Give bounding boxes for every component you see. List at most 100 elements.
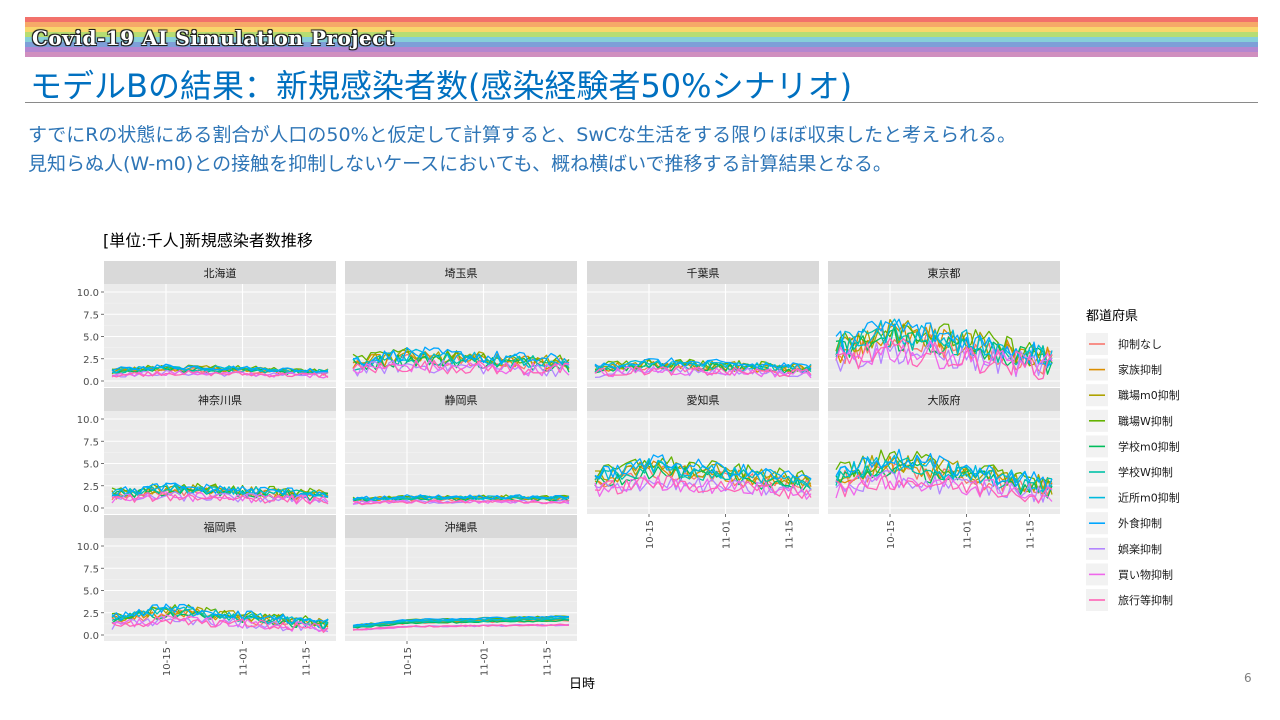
series-line — [111, 484, 329, 499]
facet-label: 沖縄県 — [445, 520, 478, 534]
facet-strip — [587, 388, 819, 411]
y-tick-label: 7.5 — [83, 310, 99, 321]
series-line — [594, 365, 812, 378]
x-tick-label: 11-15 — [1026, 520, 1037, 549]
facet-label: 静岡県 — [445, 393, 478, 407]
legend-label: 職場m0抑制 — [1118, 388, 1180, 402]
facet-strip — [104, 261, 336, 284]
series-line — [594, 464, 812, 491]
series-line — [835, 470, 1053, 503]
series-line — [352, 346, 570, 366]
facet-label: 北海道 — [204, 266, 237, 280]
series-line — [111, 606, 329, 629]
x-tick-label: 11-01 — [722, 520, 733, 549]
description-line-1: すでにRの状態にある割合が人口の50%と仮定して計算すると、SwCな生活をする限… — [28, 124, 1017, 146]
legend-label: 旅行等抑制 — [1118, 593, 1173, 607]
series-line — [835, 449, 1053, 491]
legend-label: 近所m0抑制 — [1118, 491, 1180, 505]
facet-strip — [104, 515, 336, 538]
y-tick-label: 0.0 — [83, 631, 99, 642]
title-divider — [25, 102, 1258, 103]
legend-label: 学校m0抑制 — [1118, 439, 1180, 453]
series-line — [352, 494, 570, 501]
series-line — [835, 337, 1053, 381]
series-line — [594, 357, 812, 370]
series-line — [352, 615, 570, 627]
x-tick-label: 11-01 — [480, 647, 491, 676]
rainbow-stripe — [25, 47, 1258, 52]
facet-label: 愛知県 — [687, 393, 720, 407]
facet-strip — [345, 515, 577, 538]
panel-background — [104, 538, 336, 641]
legend-label: 娯楽抑制 — [1118, 542, 1162, 556]
series-line — [111, 491, 329, 505]
y-tick-label: 10.0 — [77, 415, 99, 426]
series-line — [835, 327, 1053, 375]
legend-title: 都道府県 — [1086, 309, 1138, 324]
project-banner: Covid-19 AI Simulation Project — [32, 26, 395, 50]
panel-background — [345, 284, 577, 387]
y-tick-label: 10.0 — [77, 542, 99, 553]
series-line — [594, 454, 812, 480]
y-tick-label: 2.5 — [83, 355, 99, 366]
series-line — [352, 623, 570, 631]
facet-label: 福岡県 — [204, 520, 237, 534]
series-line — [835, 318, 1053, 367]
series-line — [594, 475, 812, 500]
facet-strip — [587, 261, 819, 284]
x-tick-label: 11-01 — [239, 647, 250, 676]
description-line-2: 見知らぬ人(W-m0)との接触を抑制しないケースにおいても、概ね横ばいで推移する… — [28, 153, 892, 175]
series-line — [835, 474, 1053, 504]
chart-title: [単位:千人]新規感染者数推移 — [103, 231, 313, 250]
series-line — [111, 491, 329, 505]
facet-label: 大阪府 — [928, 393, 961, 407]
series-line — [595, 460, 812, 486]
facet-strip — [828, 388, 1060, 411]
series-line — [352, 619, 570, 629]
x-tick-label: 10-15 — [403, 647, 414, 676]
series-line — [352, 499, 570, 506]
panel-background — [587, 411, 819, 514]
y-tick-label: 5.0 — [83, 333, 99, 344]
facet-label: 埼玉県 — [445, 266, 478, 280]
legend-label: 外食抑制 — [1118, 516, 1162, 530]
series-line — [594, 460, 812, 491]
y-tick-label: 0.0 — [83, 504, 99, 515]
x-tick-label: 11-01 — [963, 520, 974, 549]
rainbow-stripe — [25, 52, 1258, 57]
page-number: 6 — [1244, 671, 1252, 685]
x-tick-label: 11-15 — [785, 520, 796, 549]
description: すでにRの状態にある割合が人口の50%と仮定して計算すると、SwCな生活をする限… — [28, 121, 1016, 179]
series-line — [835, 448, 1053, 491]
series-line — [111, 614, 329, 633]
y-tick-label: 0.0 — [83, 377, 99, 388]
y-tick-label: 7.5 — [83, 437, 99, 448]
x-tick-label: 11-15 — [302, 647, 313, 676]
x-tick-label: 11-15 — [543, 647, 554, 676]
series-line — [111, 603, 329, 624]
legend-label: 家族抑制 — [1118, 363, 1162, 377]
series-line — [352, 351, 570, 372]
x-tick-label: 10-15 — [645, 520, 656, 549]
series-line — [835, 454, 1053, 492]
legend-label: 学校W抑制 — [1118, 465, 1173, 479]
series-line — [111, 614, 329, 633]
series-line — [594, 366, 812, 379]
series-line — [835, 328, 1053, 375]
legend-label: 職場W抑制 — [1118, 414, 1173, 428]
legend-label: 抑制なし — [1118, 337, 1162, 351]
y-tick-label: 2.5 — [83, 609, 99, 620]
y-tick-label: 5.0 — [83, 460, 99, 471]
facet-label: 千葉県 — [687, 266, 720, 280]
x-tick-label: 10-15 — [886, 520, 897, 549]
series-line — [352, 623, 570, 631]
series-line — [594, 359, 812, 373]
x-axis-title: 日時 — [569, 677, 595, 692]
rainbow-stripe — [25, 32, 1258, 37]
rainbow-stripe — [25, 27, 1258, 32]
facet-strip — [345, 388, 577, 411]
facet-strip — [345, 261, 577, 284]
rainbow-stripe — [25, 42, 1258, 47]
series-line — [835, 323, 1053, 368]
